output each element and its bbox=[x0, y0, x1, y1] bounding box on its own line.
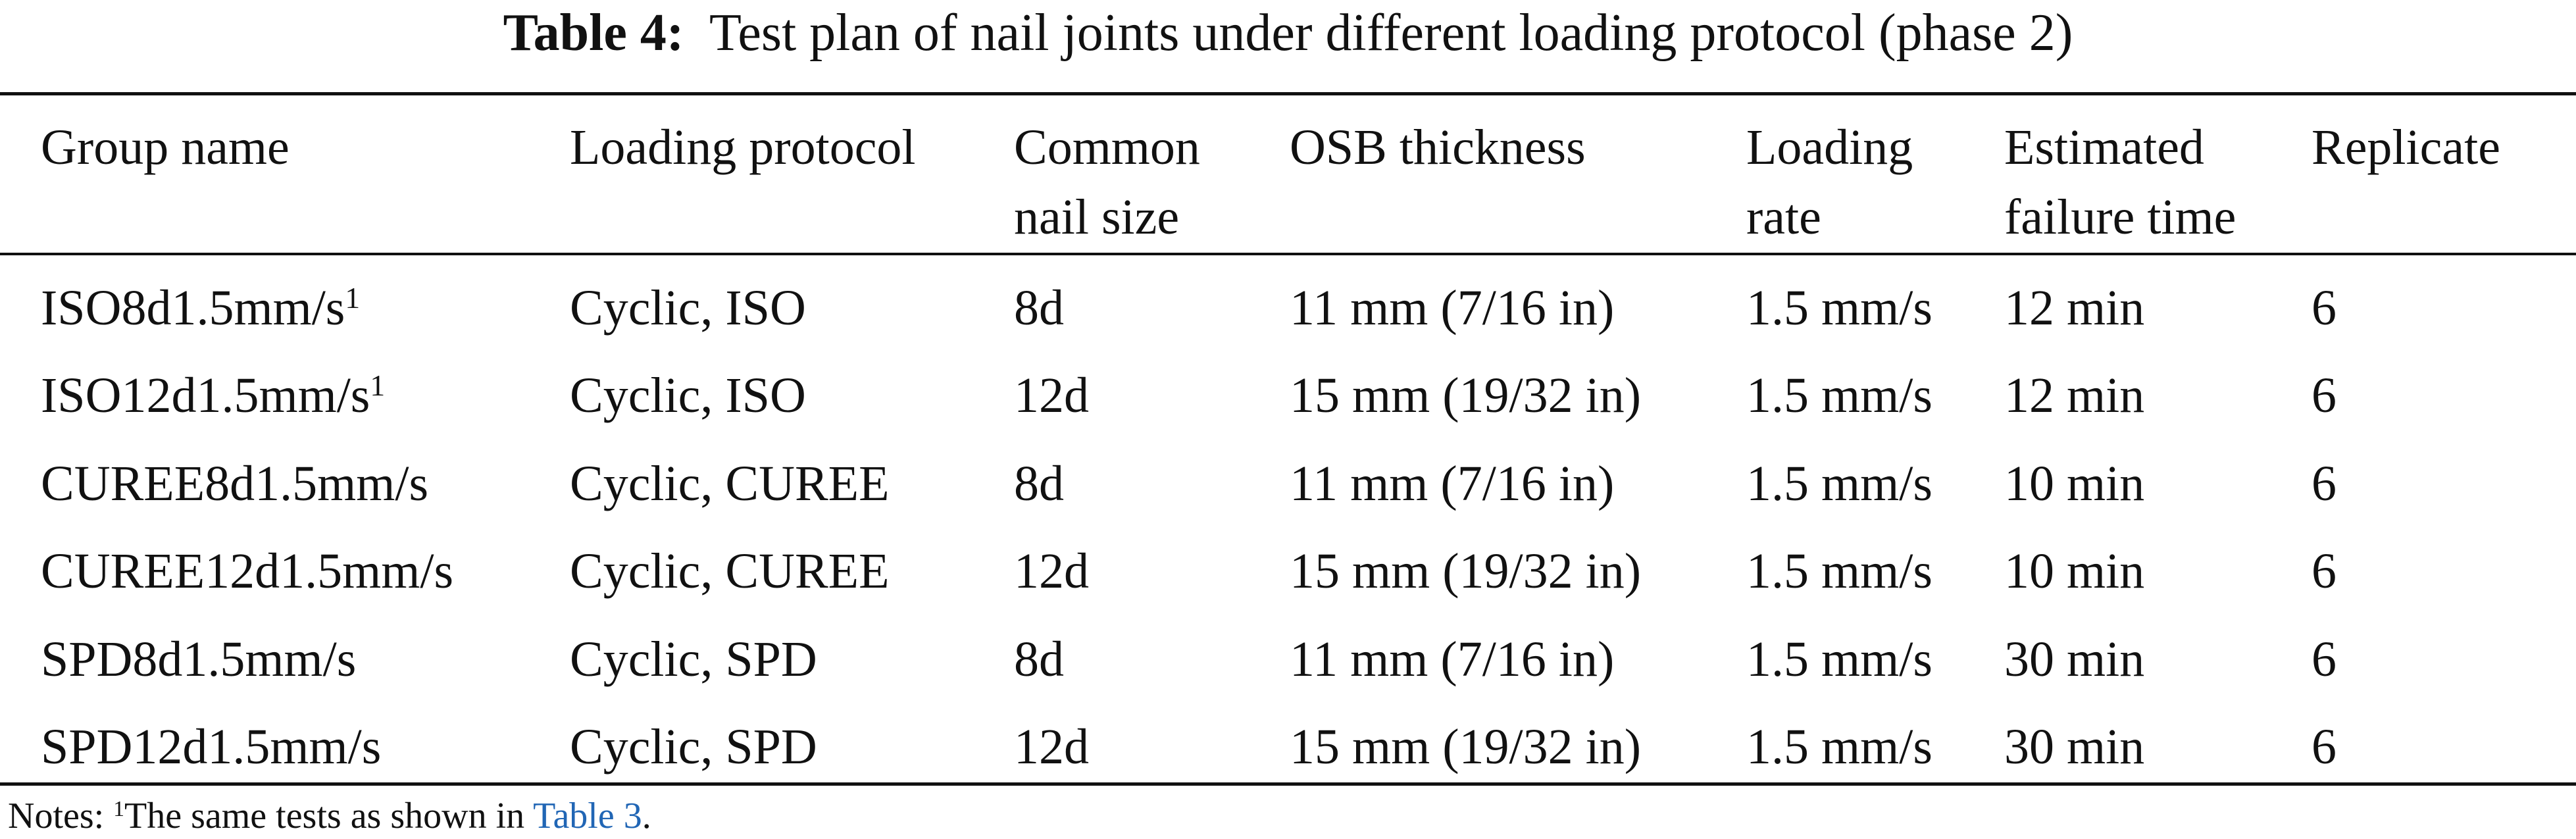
column-header: nail size bbox=[1014, 190, 1180, 245]
column-header: Group name bbox=[41, 120, 290, 175]
table-cell: 12 min bbox=[2004, 368, 2145, 423]
table-cell: 12 min bbox=[2004, 280, 2145, 336]
table-cell: 1.5 mm/s bbox=[1746, 368, 1932, 423]
caption-label: Table 4: bbox=[503, 4, 684, 62]
column-header: failure time bbox=[2004, 190, 2236, 245]
table-cell: 12d bbox=[1014, 368, 1089, 423]
table-cell: 30 min bbox=[2004, 632, 2145, 687]
table-cell: 12d bbox=[1014, 544, 1089, 599]
table-cell: 6 bbox=[2311, 368, 2336, 423]
table-cell: 8d bbox=[1014, 632, 1064, 687]
table-cell: 1.5 mm/s bbox=[1746, 632, 1932, 687]
table-caption: Table 4: Test plan of nail joints under … bbox=[0, 7, 2576, 59]
column-header: Common bbox=[1014, 120, 1200, 175]
column-header: Loading bbox=[1746, 120, 1913, 175]
notes-end: . bbox=[642, 796, 651, 836]
table-cell: 30 min bbox=[2004, 719, 2145, 775]
footnote-marker: 1 bbox=[370, 368, 386, 402]
footnote-marker: 1 bbox=[345, 280, 361, 315]
table-cell: Cyclic, ISO bbox=[570, 368, 806, 423]
top-rule bbox=[0, 92, 2576, 95]
table-cell: CUREE12d1.5mm/s bbox=[41, 544, 454, 599]
table-cell: 6 bbox=[2311, 544, 2336, 599]
table-cell: 1.5 mm/s bbox=[1746, 719, 1932, 775]
table-cell: 6 bbox=[2311, 280, 2336, 336]
notes-label: Notes: bbox=[8, 796, 105, 836]
caption-text: Test plan of nail joints under different… bbox=[709, 4, 2073, 62]
table-cell: ISO12d1.5mm/s1 bbox=[41, 370, 385, 420]
table-cell: ISO8d1.5mm/s1 bbox=[41, 283, 360, 333]
table-cell: Cyclic, CUREE bbox=[570, 456, 890, 511]
table-cell: 8d bbox=[1014, 280, 1064, 336]
table-cell: 6 bbox=[2311, 632, 2336, 687]
table-cell: 15 mm (19/32 in) bbox=[1290, 719, 1642, 775]
table-cell: 8d bbox=[1014, 456, 1064, 511]
cell-text: ISO12d1.5mm/s bbox=[41, 368, 370, 423]
table-cell: 1.5 mm/s bbox=[1746, 456, 1932, 511]
notes-text: The same tests as shown in bbox=[124, 796, 525, 836]
column-header: Estimated bbox=[2004, 120, 2204, 175]
table-cell: CUREE8d1.5mm/s bbox=[41, 456, 429, 511]
table-cell: 6 bbox=[2311, 719, 2336, 775]
table-cell: Cyclic, SPD bbox=[570, 719, 817, 775]
column-header: OSB thickness bbox=[1290, 120, 1586, 175]
table-cell: 12d bbox=[1014, 719, 1089, 775]
table-cell: Cyclic, ISO bbox=[570, 280, 806, 336]
bottom-rule bbox=[0, 782, 2576, 786]
table-cell: SPD8d1.5mm/s bbox=[41, 632, 357, 687]
header-rule bbox=[0, 253, 2576, 255]
column-header: Loading protocol bbox=[570, 120, 916, 175]
table-cell: 10 min bbox=[2004, 456, 2145, 511]
table-cell: 1.5 mm/s bbox=[1746, 544, 1932, 599]
table-cell: Cyclic, CUREE bbox=[570, 544, 890, 599]
table-cell: Cyclic, SPD bbox=[570, 632, 817, 687]
cell-text: ISO8d1.5mm/s bbox=[41, 280, 345, 336]
table-notes: Notes: 1The same tests as shown in Table… bbox=[8, 798, 651, 834]
table-cell: 1.5 mm/s bbox=[1746, 280, 1932, 336]
table-cell: SPD12d1.5mm/s bbox=[41, 719, 382, 775]
table-cell: 11 mm (7/16 in) bbox=[1290, 280, 1615, 336]
notes-marker: 1 bbox=[113, 796, 125, 821]
table-cell: 11 mm (7/16 in) bbox=[1290, 456, 1615, 511]
table-cell: 11 mm (7/16 in) bbox=[1290, 632, 1615, 687]
table-cell: 15 mm (19/32 in) bbox=[1290, 368, 1642, 423]
column-header: rate bbox=[1746, 190, 1821, 245]
table-cell: 6 bbox=[2311, 456, 2336, 511]
table-cell: 15 mm (19/32 in) bbox=[1290, 544, 1642, 599]
column-header: Replicate bbox=[2311, 120, 2500, 175]
table-cell: 10 min bbox=[2004, 544, 2145, 599]
table-link[interactable]: Table 3 bbox=[533, 796, 642, 836]
